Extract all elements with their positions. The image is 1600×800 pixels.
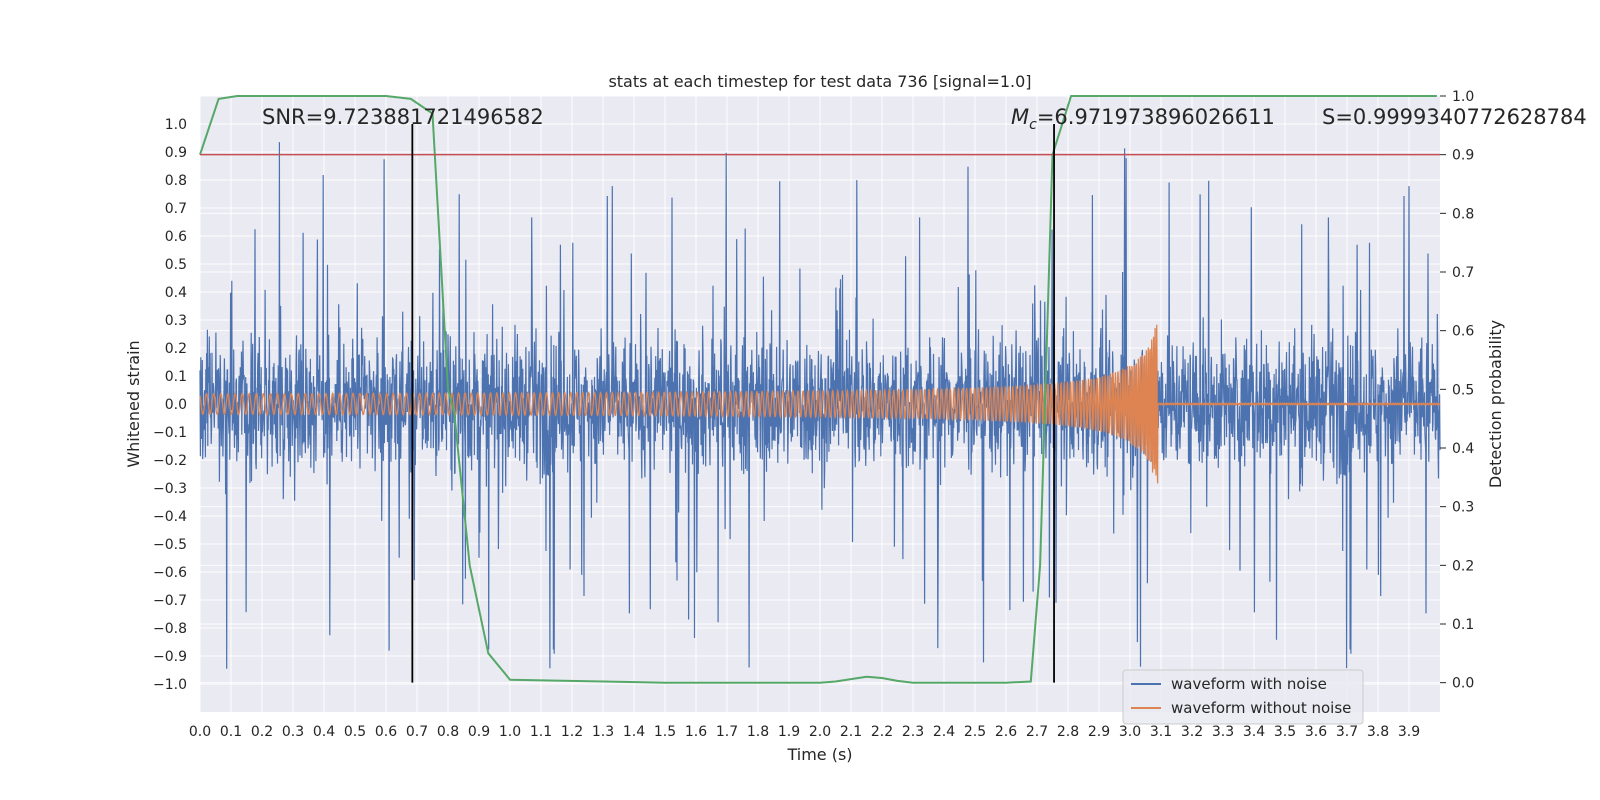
y-right-tick-label: 0.4 bbox=[1452, 441, 1474, 457]
x-tick-label: 2.3 bbox=[902, 724, 924, 740]
y-axis-label: Whitened strain bbox=[124, 340, 143, 467]
x-tick-label: 1.7 bbox=[716, 724, 738, 740]
x-tick-label: 3.2 bbox=[1181, 724, 1203, 740]
y-right-tick-label: 0.5 bbox=[1452, 382, 1474, 398]
chirp-mass-value: =6.971973896026611 bbox=[1037, 105, 1275, 129]
x-tick-label: 2.5 bbox=[964, 724, 986, 740]
y-tick-label: 0.7 bbox=[165, 201, 187, 217]
x-tick-label: 3.0 bbox=[1119, 724, 1141, 740]
y-tick-labels: 1.0 0.9 0.8 0.7 0.6 0.5 0.4 0.3 0.2 0.1 0.0 −0.1 −0.… bbox=[153, 117, 187, 693]
snr-annotation: SNR=9.723881721496582 bbox=[262, 105, 544, 129]
x-tick-label: 2.1 bbox=[840, 724, 862, 740]
x-tick-label: 1.1 bbox=[530, 724, 552, 740]
x-tick-label: 0.4 bbox=[313, 724, 335, 740]
chirp-mass-symbol: M bbox=[1011, 105, 1029, 129]
legend-label-clean: waveform without noise bbox=[1171, 699, 1351, 717]
x-tick-label: 2.2 bbox=[871, 724, 893, 740]
y-right-tick-labels: 1.0 0.9 0.8 0.7 0.6 0.5 0.4 0.3 0.2 0.1 0.0 bbox=[1440, 89, 1474, 692]
x-tick-label: 0.0 bbox=[189, 724, 211, 740]
x-tick-label: 2.0 bbox=[809, 724, 831, 740]
x-tick-label: 0.7 bbox=[406, 724, 428, 740]
y-right-tick-label: 0.6 bbox=[1452, 324, 1474, 340]
s-annotation: S=0.9999340772628784 bbox=[1322, 105, 1587, 129]
x-tick-label: 0.2 bbox=[251, 724, 273, 740]
x-tick-labels: 0.0 0.1 0.2 0.3 0.4 0.5 0.6 0.7 0.8 0.9 1.0 1.1 1.2 1… bbox=[189, 724, 1420, 740]
y-tick-label: −0.2 bbox=[153, 453, 187, 469]
markers bbox=[200, 124, 1440, 683]
y-tick-label: 0.3 bbox=[165, 313, 187, 329]
x-tick-label: 3.5 bbox=[1274, 724, 1296, 740]
y-right-tick-label: 0.0 bbox=[1452, 676, 1474, 692]
waveform-without-noise-line bbox=[199, 324, 1441, 484]
x-tick-label: 2.4 bbox=[933, 724, 955, 740]
x-tick-label: 2.8 bbox=[1057, 724, 1079, 740]
y-tick-label: −0.9 bbox=[153, 649, 187, 665]
y-right-tick-label: 0.3 bbox=[1452, 500, 1474, 516]
legend-label-noise: waveform with noise bbox=[1171, 675, 1327, 693]
x-tick-label: 0.8 bbox=[437, 724, 459, 740]
y-tick-label: 0.6 bbox=[165, 229, 187, 245]
x-tick-label: 0.3 bbox=[282, 724, 304, 740]
y-right-tick-label: 0.2 bbox=[1452, 558, 1474, 574]
x-tick-label: 3.4 bbox=[1243, 724, 1265, 740]
x-tick-label: 1.4 bbox=[623, 724, 645, 740]
y-tick-label: 1.0 bbox=[165, 117, 187, 133]
y-tick-label: 0.8 bbox=[165, 173, 187, 189]
x-tick-label: 0.5 bbox=[344, 724, 366, 740]
y-tick-label: −0.4 bbox=[153, 509, 187, 525]
y-tick-label: −0.7 bbox=[153, 593, 187, 609]
x-tick-label: 1.5 bbox=[654, 724, 676, 740]
x-tick-label: 2.9 bbox=[1088, 724, 1110, 740]
x-tick-label: 1.8 bbox=[747, 724, 769, 740]
y-tick-label: −0.1 bbox=[153, 425, 187, 441]
x-tick-label: 1.6 bbox=[685, 724, 707, 740]
y-right-tick-label: 0.7 bbox=[1452, 265, 1474, 281]
y-tick-label: 0.2 bbox=[165, 341, 187, 357]
y-tick-label: 0.4 bbox=[165, 285, 187, 301]
waveform-with-noise-line bbox=[199, 142, 1441, 669]
x-tick-label: 0.1 bbox=[220, 724, 242, 740]
chirp-mass-subscript: c bbox=[1029, 117, 1037, 133]
y-tick-label: −0.6 bbox=[153, 565, 187, 581]
x-tick-label: 3.8 bbox=[1367, 724, 1389, 740]
y-right-tick-label: 1.0 bbox=[1452, 89, 1474, 105]
x-tick-label: 3.1 bbox=[1150, 724, 1172, 740]
x-tick-label: 3.6 bbox=[1305, 724, 1327, 740]
y-tick-label: 0.0 bbox=[165, 397, 187, 413]
series-waveform-with-noise bbox=[199, 142, 1441, 669]
chart-title: stats at each timestep for test data 736… bbox=[608, 72, 1031, 91]
y-right-tick-label: 0.1 bbox=[1452, 617, 1474, 633]
y-tick-label: 0.1 bbox=[165, 369, 187, 385]
legend: waveform with noise waveform without noi… bbox=[1122, 669, 1364, 725]
y-tick-label: −1.0 bbox=[153, 677, 187, 693]
x-axis-label: Time (s) bbox=[786, 745, 852, 764]
y-right-axis-label: Detection probability bbox=[1486, 320, 1505, 488]
x-tick-label: 1.2 bbox=[561, 724, 583, 740]
x-tick-label: 1.3 bbox=[592, 724, 614, 740]
y-right-tick-label: 0.9 bbox=[1452, 148, 1474, 164]
x-tick-label: 0.9 bbox=[468, 724, 490, 740]
y-tick-label: −0.8 bbox=[153, 621, 187, 637]
series-waveform-without-noise bbox=[199, 324, 1441, 484]
x-tick-label: 1.0 bbox=[499, 724, 521, 740]
x-tick-label: 2.6 bbox=[995, 724, 1017, 740]
x-tick-label: 0.6 bbox=[375, 724, 397, 740]
y-tick-label: −0.5 bbox=[153, 537, 187, 553]
y-tick-label: 0.9 bbox=[165, 145, 187, 161]
y-right-tick-label: 0.8 bbox=[1452, 206, 1474, 222]
series-detection-probability bbox=[199, 95, 1437, 684]
y-tick-label: −0.3 bbox=[153, 481, 187, 497]
y-tick-label: 0.5 bbox=[165, 257, 187, 273]
legend-box bbox=[1122, 669, 1364, 725]
x-tick-label: 1.9 bbox=[778, 724, 800, 740]
x-tick-label: 3.3 bbox=[1212, 724, 1234, 740]
x-tick-label: 3.7 bbox=[1336, 724, 1358, 740]
chirp-mass-annotation: Mc=6.971973896026611 bbox=[1011, 105, 1275, 133]
x-tick-label: 2.7 bbox=[1026, 724, 1048, 740]
x-tick-label: 3.9 bbox=[1398, 724, 1420, 740]
detection-probability-line bbox=[199, 95, 1437, 684]
